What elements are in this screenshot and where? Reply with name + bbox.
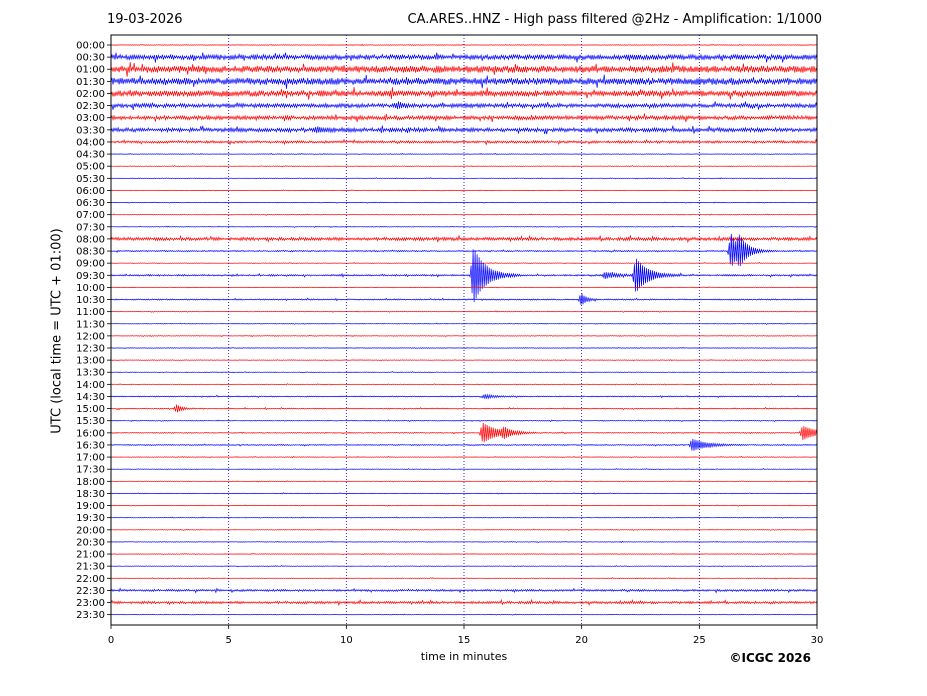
trace-1600 (110, 422, 818, 443)
y-tick-label: 03:00 (76, 113, 105, 124)
y-tick-label: 21:00 (76, 550, 105, 561)
y-tick-label: 02:00 (76, 89, 105, 100)
y-tick-label: 22:00 (76, 574, 105, 585)
trace-0600 (110, 189, 818, 192)
y-tick-label: 01:30 (76, 77, 105, 88)
y-tick-label: 02:30 (76, 101, 105, 112)
trace-1430 (110, 393, 818, 400)
x-tick-label: 25 (693, 635, 706, 646)
trace-1930 (110, 516, 818, 519)
y-tick-label: 10:00 (76, 283, 105, 294)
chart-title: CA.ARES..HNZ - High pass filtered @2Hz -… (407, 12, 822, 27)
trace-1730 (110, 468, 818, 471)
y-tick-label: 05:00 (76, 162, 105, 173)
y-tick-label: 08:00 (76, 234, 105, 245)
trace-1500 (110, 404, 818, 413)
y-tick-label: 07:00 (76, 210, 105, 221)
y-tick-label: 09:00 (76, 259, 105, 270)
y-tick-label: 12:30 (76, 344, 105, 355)
y-tick-label: 18:30 (76, 489, 105, 500)
trace-0330 (110, 125, 818, 135)
x-tick-label: 0 (108, 635, 114, 646)
trace-1400 (110, 383, 818, 386)
y-tick-label: 16:30 (76, 440, 105, 451)
trace-1300 (110, 359, 818, 362)
trace-0800 (110, 234, 818, 244)
y-tick-label: 05:30 (76, 174, 105, 185)
y-tick-label: 17:00 (76, 453, 105, 464)
y-tick-label: 20:00 (76, 525, 105, 536)
y-tick-label: 01:00 (76, 65, 105, 76)
y-tick-label: 23:30 (76, 610, 105, 621)
trace-1830 (110, 492, 818, 495)
y-tick-label: 10:30 (76, 295, 105, 306)
y-tick-label: 08:30 (76, 247, 105, 258)
x-axis-label: time in minutes (420, 650, 508, 663)
y-tick-label: 14:30 (76, 392, 105, 403)
x-tick-label: 10 (340, 635, 353, 646)
copyright-credit: ©ICGC 2026 (729, 651, 811, 665)
trace-1900 (110, 504, 818, 507)
trace-0430 (110, 152, 818, 156)
y-tick-label: 15:00 (76, 404, 105, 415)
y-tick-label: 23:00 (76, 598, 105, 609)
trace-0400 (110, 138, 818, 146)
y-tick-label: 00:00 (76, 41, 105, 52)
y-tick-label: 13:00 (76, 356, 105, 367)
y-tick-label: 00:30 (76, 53, 105, 64)
trace-1330 (110, 371, 818, 374)
y-tick-label: 17:30 (76, 465, 105, 476)
y-tick-label: 16:00 (76, 428, 105, 439)
y-tick-label: 22:30 (76, 586, 105, 597)
y-tick-label: 11:00 (76, 307, 105, 318)
y-tick-label: 13:30 (76, 368, 105, 379)
x-tick-label: 15 (458, 635, 471, 646)
y-tick-label: 03:30 (76, 125, 105, 136)
y-tick-label: 18:00 (76, 477, 105, 488)
y-tick-label: 07:30 (76, 222, 105, 233)
trace-1800 (110, 480, 818, 483)
y-tick-label: 06:00 (76, 186, 105, 197)
y-tick-label: 06:30 (76, 198, 105, 209)
trace-1530 (110, 419, 818, 423)
x-tick-label: 30 (811, 635, 824, 646)
x-tick-label: 5 (225, 635, 231, 646)
y-tick-label: 09:30 (76, 271, 105, 282)
trace-1700 (110, 455, 818, 459)
trace-0500 (110, 165, 818, 168)
trace-0630 (110, 201, 818, 204)
y-tick-label: 12:00 (76, 331, 105, 342)
y-tick-label: 19:30 (76, 513, 105, 524)
y-tick-label: 14:00 (76, 380, 105, 391)
date-label: 19-03-2026 (107, 12, 183, 27)
y-tick-label: 04:30 (76, 150, 105, 161)
y-tick-label: 11:30 (76, 319, 105, 330)
trace-0530 (110, 177, 818, 180)
y-tick-label: 19:00 (76, 501, 105, 512)
y-tick-label: 04:00 (76, 137, 105, 148)
trace-0230 (110, 101, 818, 110)
y-tick-label: 20:30 (76, 537, 105, 548)
y-tick-label: 21:30 (76, 562, 105, 573)
x-tick-label: 20 (575, 635, 588, 646)
trace-0030 (110, 52, 818, 63)
trace-0300 (110, 113, 818, 123)
y-tick-label: 15:30 (76, 416, 105, 427)
